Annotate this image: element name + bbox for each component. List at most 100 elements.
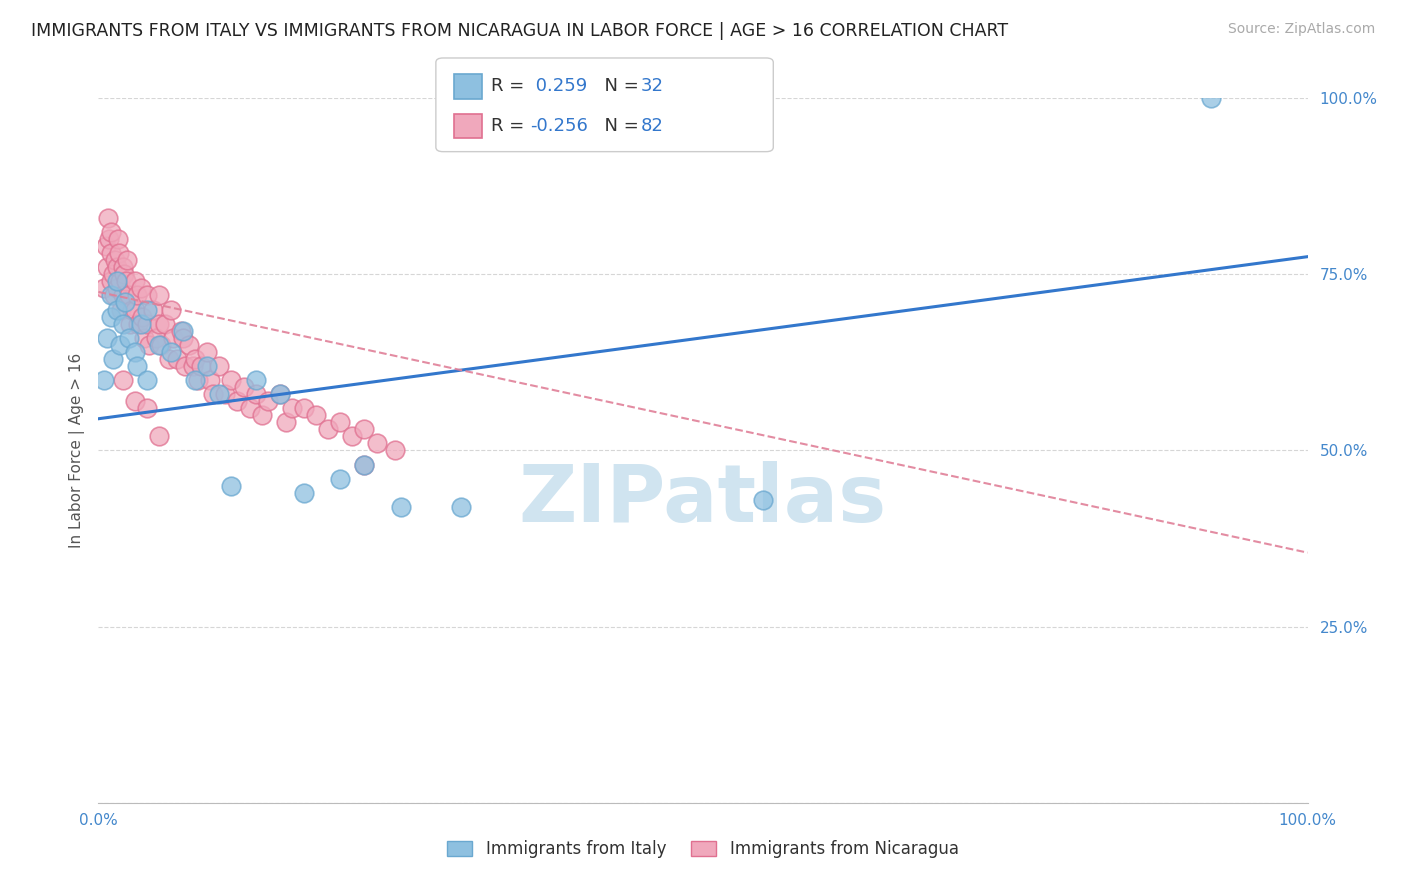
- Point: [93, 281, 115, 295]
- Text: 32: 32: [641, 78, 664, 95]
- Point: [208, 359, 231, 373]
- Point: [100, 310, 122, 324]
- Point: [162, 331, 184, 345]
- Point: [366, 436, 388, 450]
- Point: [100, 246, 122, 260]
- Point: [172, 331, 194, 345]
- Text: Source: ZipAtlas.com: Source: ZipAtlas.com: [1227, 22, 1375, 37]
- Point: [269, 387, 291, 401]
- Point: [142, 302, 165, 317]
- Point: [100, 274, 122, 288]
- Point: [138, 338, 160, 352]
- Point: [105, 302, 128, 317]
- Point: [239, 401, 262, 416]
- Point: [150, 338, 173, 352]
- Point: [166, 351, 188, 366]
- Point: [157, 351, 180, 366]
- Point: [135, 401, 157, 416]
- Point: [190, 359, 212, 373]
- Point: [305, 408, 328, 422]
- Point: [221, 373, 243, 387]
- Point: [114, 295, 136, 310]
- Point: [101, 268, 124, 282]
- Point: [129, 281, 152, 295]
- Point: [329, 415, 352, 429]
- Point: [118, 317, 141, 331]
- Point: [114, 295, 136, 310]
- Point: [250, 408, 273, 422]
- Point: [111, 373, 134, 387]
- Point: [121, 302, 143, 317]
- Point: [184, 373, 207, 387]
- Point: [127, 359, 149, 373]
- Point: [135, 288, 157, 302]
- Point: [174, 359, 197, 373]
- Point: [342, 429, 364, 443]
- Text: IMMIGRANTS FROM ITALY VS IMMIGRANTS FROM NICARAGUA IN LABOR FORCE | AGE > 16 COR: IMMIGRANTS FROM ITALY VS IMMIGRANTS FROM…: [31, 22, 1008, 40]
- Point: [108, 338, 131, 352]
- Point: [105, 260, 128, 275]
- Point: [329, 472, 352, 486]
- Point: [202, 387, 225, 401]
- Point: [384, 443, 406, 458]
- Point: [198, 373, 221, 387]
- Point: [111, 260, 134, 275]
- Text: N =: N =: [593, 117, 645, 135]
- Point: [108, 246, 131, 260]
- Point: [148, 429, 170, 443]
- Point: [101, 351, 124, 366]
- Point: [221, 478, 243, 492]
- Point: [281, 401, 304, 416]
- Point: [160, 344, 183, 359]
- Point: [104, 253, 127, 268]
- Point: [232, 380, 254, 394]
- Point: [148, 338, 170, 352]
- Point: [187, 373, 209, 387]
- Point: [214, 387, 236, 401]
- Point: [93, 373, 115, 387]
- Point: [179, 338, 201, 352]
- Point: [112, 268, 135, 282]
- Point: [181, 359, 204, 373]
- Point: [100, 288, 122, 302]
- Point: [316, 422, 339, 436]
- Point: [127, 317, 149, 331]
- Text: 82: 82: [641, 117, 664, 135]
- Point: [135, 302, 157, 317]
- Point: [353, 422, 375, 436]
- Text: ZIPatlas: ZIPatlas: [519, 461, 887, 539]
- Point: [103, 288, 125, 302]
- Point: [153, 317, 176, 331]
- Point: [131, 310, 153, 324]
- Point: [208, 387, 231, 401]
- Point: [160, 302, 183, 317]
- Point: [97, 211, 120, 225]
- Text: R =: R =: [491, 117, 530, 135]
- Legend: Immigrants from Italy, Immigrants from Nicaragua: Immigrants from Italy, Immigrants from N…: [440, 834, 966, 865]
- Point: [124, 302, 146, 317]
- Point: [134, 331, 156, 345]
- Point: [226, 394, 249, 409]
- Text: R =: R =: [491, 78, 530, 95]
- Point: [129, 317, 152, 331]
- Point: [292, 485, 315, 500]
- Point: [111, 317, 134, 331]
- Point: [145, 331, 167, 345]
- Point: [124, 344, 146, 359]
- Point: [195, 344, 218, 359]
- Point: [108, 274, 131, 288]
- Point: [169, 324, 191, 338]
- Point: [135, 317, 157, 331]
- Y-axis label: In Labor Force | Age > 16: In Labor Force | Age > 16: [69, 353, 84, 548]
- Point: [245, 387, 267, 401]
- Point: [118, 331, 141, 345]
- Point: [100, 225, 122, 239]
- Point: [105, 281, 128, 295]
- Point: [105, 274, 128, 288]
- Point: [98, 232, 121, 246]
- Point: [94, 239, 117, 253]
- Point: [117, 253, 139, 268]
- Point: [124, 394, 146, 409]
- Point: [110, 302, 132, 317]
- Point: [274, 415, 297, 429]
